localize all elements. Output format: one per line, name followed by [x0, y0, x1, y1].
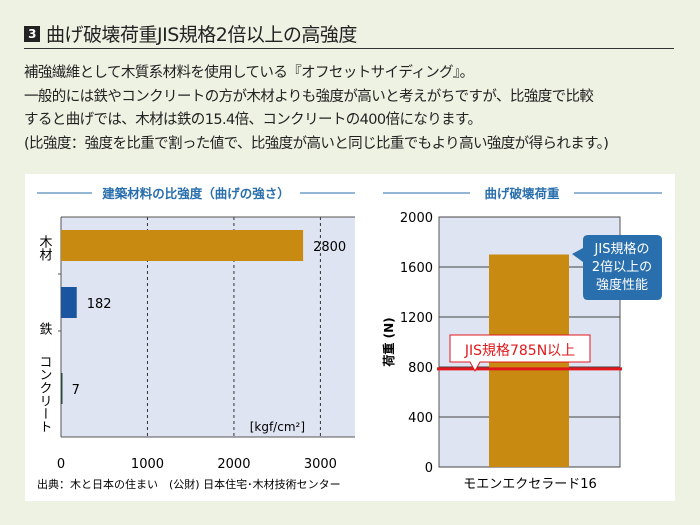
data-label: 7 — [72, 383, 80, 398]
x-tick-label: 1000 — [131, 457, 164, 472]
x-tick-label: 2000 — [217, 457, 250, 472]
reference-label-box — [449, 334, 591, 373]
x-tick-label: 0 — [57, 457, 65, 472]
category-label: 鉄 — [37, 322, 53, 335]
unit-label: [kgf/cm²] — [250, 420, 305, 434]
data-label: 182 — [87, 297, 112, 312]
category-label: 木材 — [37, 235, 53, 261]
description: 補強繊維として木質系材料を使用している『オフセットサイディング』。 一般的には鉄… — [24, 62, 609, 156]
callout-bubble — [572, 235, 662, 300]
y-axis-label: 荷重 (N) — [381, 317, 396, 367]
callout-text: 2倍以上の — [592, 260, 652, 275]
chart-title: 建築材料の比強度（曲げの強さ） — [102, 186, 290, 201]
paragraph-line: (比強度：強度を比重で割った値で、比強度が高いと同じ比重でもより高い強度が得られ… — [24, 135, 609, 152]
y-tick-label: 1600 — [400, 261, 433, 276]
x-tick-label: 3000 — [304, 457, 337, 472]
y-tick-label: 800 — [408, 361, 433, 376]
callout-text: 強度性能 — [596, 277, 648, 293]
source-note: 出典：木と日本の住まい (公財) 日本住宅･木材技術センター — [37, 477, 341, 491]
y-tick-label: 0 — [425, 461, 433, 476]
paragraph-line: 補強繊維として木質系材料を使用している『オフセットサイディング』。 — [24, 65, 474, 81]
category-label: モエンエクセラード16 — [463, 477, 597, 492]
chart-title: 曲げ破壊荷重 — [484, 186, 560, 201]
bar-1 — [61, 287, 77, 318]
paragraph-line: すると曲げでは、木材は鉄の15.4倍、コンクリートの400倍になります。 — [24, 112, 482, 128]
y-tick-label: 2000 — [400, 211, 433, 226]
y-tick-label: 1200 — [400, 311, 433, 326]
callout-text: JIS規格の — [594, 241, 650, 257]
bar-0 — [61, 230, 304, 261]
y-tick-label: 400 — [408, 411, 433, 426]
data-label: 2800 — [313, 240, 346, 255]
section-title-text: 曲げ破壊荷重JIS規格2倍以上の高強度 — [46, 24, 357, 46]
reference-label: JIS規格785N以上 — [464, 343, 575, 359]
section-title: 3 曲げ破壊荷重JIS規格2倍以上の高強度 — [24, 20, 357, 47]
title-divider — [24, 48, 674, 49]
paragraph-line: 一般的には鉄やコンクリートの方が木材よりも強度が高いと考えがちですが、比強度で比… — [24, 88, 594, 105]
section-number: 3 — [24, 25, 40, 42]
category-label: コンクリート — [37, 355, 52, 433]
bar-2 — [61, 373, 63, 404]
